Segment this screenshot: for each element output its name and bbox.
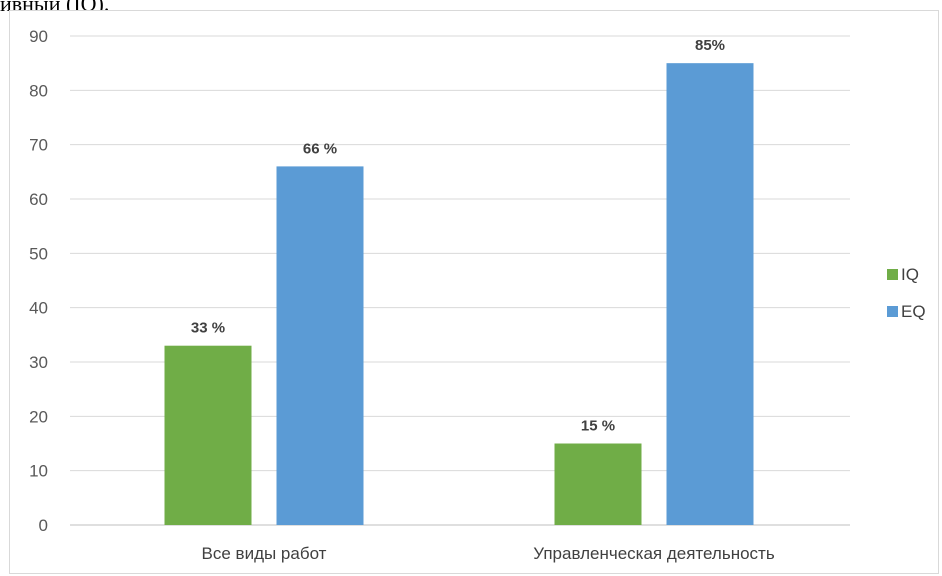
data-label-iq: 33 % [191, 320, 225, 337]
data-label-iq: 15 % [581, 418, 615, 435]
bar-iq [554, 443, 642, 525]
y-tick-label: 30 [29, 353, 48, 372]
y-tick-label: 0 [39, 516, 48, 535]
legend: IQ EQ [887, 263, 926, 337]
data-label-eq: 66 % [303, 140, 337, 157]
category-label: Все виды работ [202, 544, 327, 563]
bar-eq [276, 166, 364, 525]
legend-swatch-eq [887, 306, 898, 317]
legend-item-eq: EQ [887, 300, 926, 323]
category-label: Управленческая деятельность [533, 544, 775, 563]
legend-swatch-iq [887, 269, 898, 280]
y-tick-label: 40 [29, 299, 48, 318]
y-tick-label: 10 [29, 462, 48, 481]
bar-eq [666, 63, 754, 526]
chart-frame [9, 10, 939, 574]
y-tick-label: 70 [29, 136, 48, 155]
legend-label-eq: EQ [901, 301, 926, 321]
bar-iq [164, 345, 252, 525]
y-tick-label: 90 [29, 27, 48, 46]
y-tick-label: 50 [29, 244, 48, 263]
y-tick-label: 20 [29, 407, 48, 426]
y-tick-label: 60 [29, 190, 48, 209]
legend-item-iq: IQ [887, 263, 926, 286]
data-label-eq: 85% [695, 37, 725, 54]
legend-label-iq: IQ [901, 264, 919, 284]
y-tick-label: 80 [29, 81, 48, 100]
